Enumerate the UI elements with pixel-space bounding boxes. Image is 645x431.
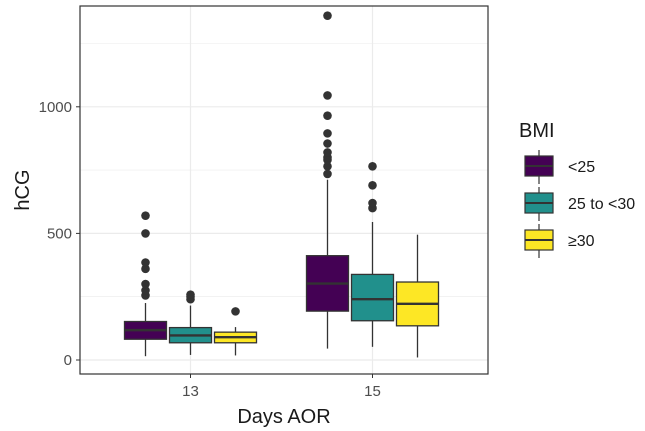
y-axis-title: hCG — [12, 169, 34, 210]
box-group — [350, 162, 395, 347]
box-group — [305, 11, 350, 349]
outlier-point — [323, 169, 332, 179]
outlier-point — [323, 148, 332, 157]
outlier-point — [323, 129, 332, 138]
outlier-point — [368, 180, 377, 190]
axes: 0 500 1000 13 15 — [39, 99, 381, 400]
outlier-point — [141, 211, 150, 220]
legend-key — [524, 187, 554, 221]
box-iqr — [350, 273, 395, 322]
outlier-point — [323, 139, 332, 148]
legend-key — [524, 150, 554, 184]
legend-label: <25 — [568, 159, 595, 176]
legend: BMI <25 25 to <30 ≥30 — [519, 120, 635, 258]
outlier-point — [141, 229, 150, 238]
box-group — [123, 211, 168, 357]
legend-title: BMI — [519, 120, 555, 142]
x-tick-label: 13 — [182, 383, 199, 400]
box-group — [168, 290, 213, 355]
x-tick-label: 15 — [364, 383, 381, 400]
legend-label: ≥30 — [568, 233, 595, 250]
outlier-point — [231, 307, 240, 316]
y-tick-label: 1000 — [39, 99, 72, 116]
outlier-point — [323, 111, 332, 120]
outlier-point — [141, 279, 150, 289]
box-group — [213, 307, 258, 356]
outlier-point — [323, 91, 332, 100]
outlier-point — [323, 11, 332, 20]
y-tick-label: 0 — [64, 352, 72, 369]
x-axis-title: Days AOR — [237, 406, 330, 428]
panel-border — [79, 5, 489, 375]
box-plots — [123, 11, 440, 358]
outlier-point — [368, 198, 377, 208]
outlier-point — [141, 286, 150, 295]
legend-key — [524, 224, 554, 258]
y-tick-label: 500 — [47, 225, 72, 242]
outlier-point — [186, 290, 195, 299]
outlier-point — [141, 264, 150, 274]
outlier-point — [368, 162, 377, 171]
legend-label: 25 to <30 — [568, 196, 635, 213]
outlier-point — [323, 162, 332, 171]
box-group — [395, 234, 440, 358]
outlier-point — [141, 258, 150, 267]
